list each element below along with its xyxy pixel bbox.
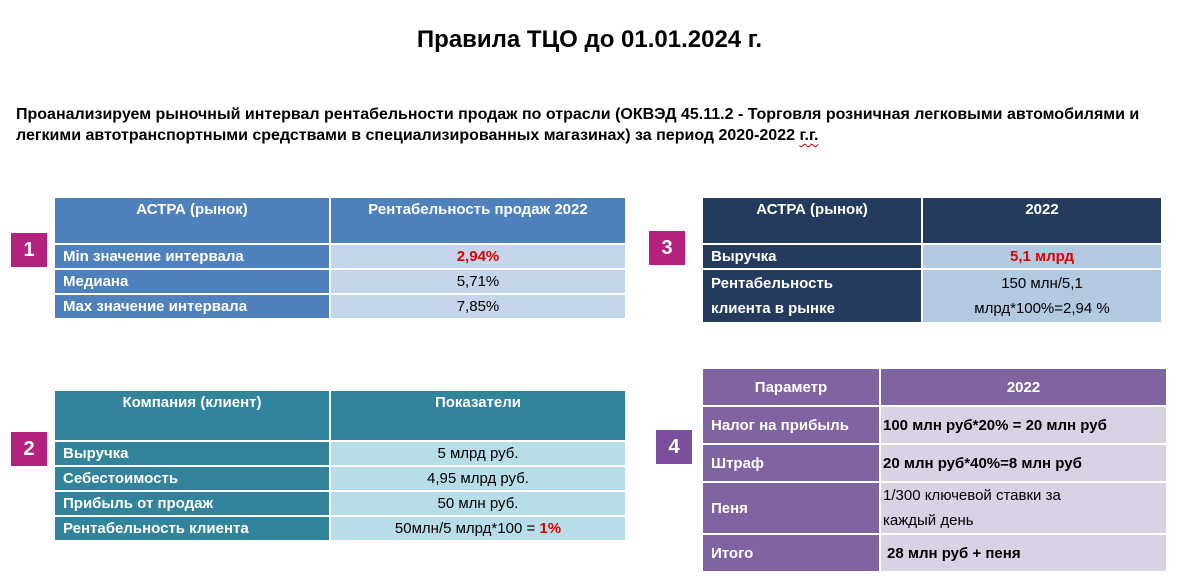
table-row: Рентабельность клиента 50млн/5 млрд*100 … xyxy=(55,517,625,540)
row-label: Штраф xyxy=(703,445,879,481)
table-row: Max значение интервала 7,85% xyxy=(55,295,625,318)
table-row: Медиана 5,71% xyxy=(55,270,625,293)
badge-1: 1 xyxy=(11,233,47,267)
table-row: Прибыль от продаж 50 млн руб. xyxy=(55,492,625,515)
row-label: Max значение интервала xyxy=(55,295,329,318)
table-header-row: АСТРА (рынок) Рентабельность продаж 2022 xyxy=(55,198,625,243)
row-value-line: 1/300 ключевой ставки за xyxy=(883,487,1061,504)
row-label-line: Рентабельность xyxy=(711,275,834,292)
row-label: Медиана xyxy=(55,270,329,293)
row-value: 4,95 млрд руб. xyxy=(331,467,625,490)
row-label: Себестоимость xyxy=(55,467,329,490)
row-label-line: клиента в рынке xyxy=(711,300,835,317)
table-header-row: Компания (клиент) Показатели xyxy=(55,391,625,440)
row-value-highlight: 1% xyxy=(539,520,562,537)
company-client-table: Компания (клиент) Показатели Выручка 5 м… xyxy=(53,389,627,542)
row-value: 5 млрд руб. xyxy=(331,442,625,465)
row-value: 50млн/5 млрд*100 = 1% xyxy=(331,517,625,540)
row-value-line: 150 млн/5,1 xyxy=(1001,275,1083,292)
table-row: Рентабельность клиента в рынке 150 млн/5… xyxy=(703,270,1161,322)
row-value: 2,94% xyxy=(331,245,625,268)
row-value: 1/300 ключевой ставки за каждый день xyxy=(881,483,1166,533)
table-row: Выручка 5,1 млрд xyxy=(703,245,1161,268)
header-cell: Показатели xyxy=(331,391,625,440)
row-value-text: 50млн/5 млрд*100 = xyxy=(394,520,540,537)
row-value: 150 млн/5,1 млрд*100%=2,94 % xyxy=(923,270,1161,322)
header-cell: АСТРА (рынок) xyxy=(55,198,329,243)
row-value: 50 млн руб. xyxy=(331,492,625,515)
row-label: Пеня xyxy=(703,483,879,533)
header-cell: Компания (клиент) xyxy=(55,391,329,440)
market-client-table: АСТРА (рынок) 2022 Выручка 5,1 млрд Рент… xyxy=(701,196,1163,324)
row-label: Рентабельность клиента xyxy=(55,517,329,540)
row-value: 5,71% xyxy=(331,270,625,293)
row-value: 7,85% xyxy=(331,295,625,318)
intro-underlined-text: г.г. xyxy=(799,127,819,144)
row-value-line: млрд*100%=2,94 % xyxy=(974,300,1110,317)
table-row: Налог на прибыль 100 млн руб*20% = 20 мл… xyxy=(703,407,1166,443)
row-label: Налог на прибыль xyxy=(703,407,879,443)
badge-2: 2 xyxy=(11,432,47,466)
row-label: Прибыль от продаж xyxy=(55,492,329,515)
table-header-row: АСТРА (рынок) 2022 xyxy=(703,198,1161,243)
header-cell: Параметр xyxy=(703,369,879,405)
page-title: Правила ТЦО до 01.01.2024 г. xyxy=(416,26,763,53)
header-cell: 2022 xyxy=(923,198,1161,243)
row-label: Min значение интервала xyxy=(55,245,329,268)
table-row: Пеня 1/300 ключевой ставки за каждый ден… xyxy=(703,483,1166,533)
table-row: Итого 28 млн руб + пеня xyxy=(703,535,1166,571)
row-value-line: каждый день xyxy=(883,512,974,529)
table-row: Штраф 20 млн руб*40%=8 млн руб xyxy=(703,445,1166,481)
row-label: Выручка xyxy=(703,245,921,268)
table-header-row: Параметр 2022 xyxy=(703,369,1166,405)
header-cell: АСТРА (рынок) xyxy=(703,198,921,243)
row-value: 20 млн руб*40%=8 млн руб xyxy=(881,445,1166,481)
badge-3: 3 xyxy=(649,231,685,265)
intro-paragraph: Проанализируем рыночный интервал рентабе… xyxy=(16,104,1166,146)
badge-4: 4 xyxy=(656,430,692,464)
row-value: 28 млн руб + пеня xyxy=(881,535,1166,571)
header-cell: Рентабельность продаж 2022 xyxy=(331,198,625,243)
sanctions-table: Параметр 2022 Налог на прибыль 100 млн р… xyxy=(701,367,1168,573)
row-label: Выручка xyxy=(55,442,329,465)
row-label: Рентабельность клиента в рынке xyxy=(703,270,921,322)
table-row: Выручка 5 млрд руб. xyxy=(55,442,625,465)
intro-text: Проанализируем рыночный интервал рентабе… xyxy=(16,106,1140,144)
row-value: 100 млн руб*20% = 20 млн руб xyxy=(881,407,1166,443)
table-row: Min значение интервала 2,94% xyxy=(55,245,625,268)
table-row: Себестоимость 4,95 млрд руб. xyxy=(55,467,625,490)
market-interval-table: АСТРА (рынок) Рентабельность продаж 2022… xyxy=(53,196,627,320)
header-cell: 2022 xyxy=(881,369,1166,405)
row-label: Итого xyxy=(703,535,879,571)
row-value: 5,1 млрд xyxy=(923,245,1161,268)
